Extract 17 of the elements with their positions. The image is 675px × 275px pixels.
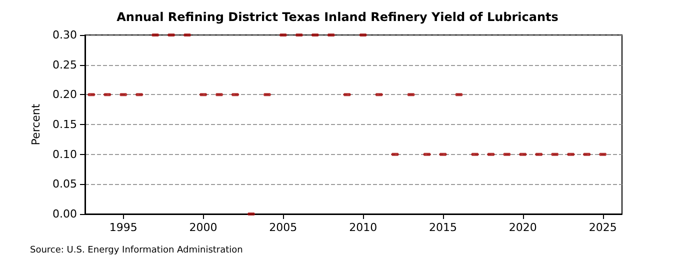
- y-tick-label: 0.25: [52, 58, 77, 72]
- x-tick-label: 2015: [429, 221, 457, 234]
- chart-title: Annual Refining District Texas Inland Refinery Yield of Lubricants: [116, 10, 558, 24]
- x-tick-label: 2000: [189, 221, 218, 234]
- y-tick-label: 0.05: [52, 178, 77, 191]
- y-axis-title: Percent: [30, 103, 43, 146]
- x-tick-label: 2025: [588, 221, 617, 234]
- x-tick-label: 2010: [349, 221, 378, 234]
- y-tick-label: 0.10: [52, 148, 77, 161]
- x-tick-label: 1995: [109, 221, 138, 234]
- y-tick-label: 0.20: [52, 88, 77, 102]
- y-tick-label: 0.15: [52, 118, 77, 131]
- x-tick-label: 2020: [508, 221, 537, 234]
- source-note: Source: U.S. Energy Information Administration: [30, 246, 243, 256]
- x-tick-label: 2005: [269, 221, 298, 234]
- y-tick-label: 0.00: [52, 208, 77, 220]
- y-tick-label: 0.30: [52, 28, 77, 42]
